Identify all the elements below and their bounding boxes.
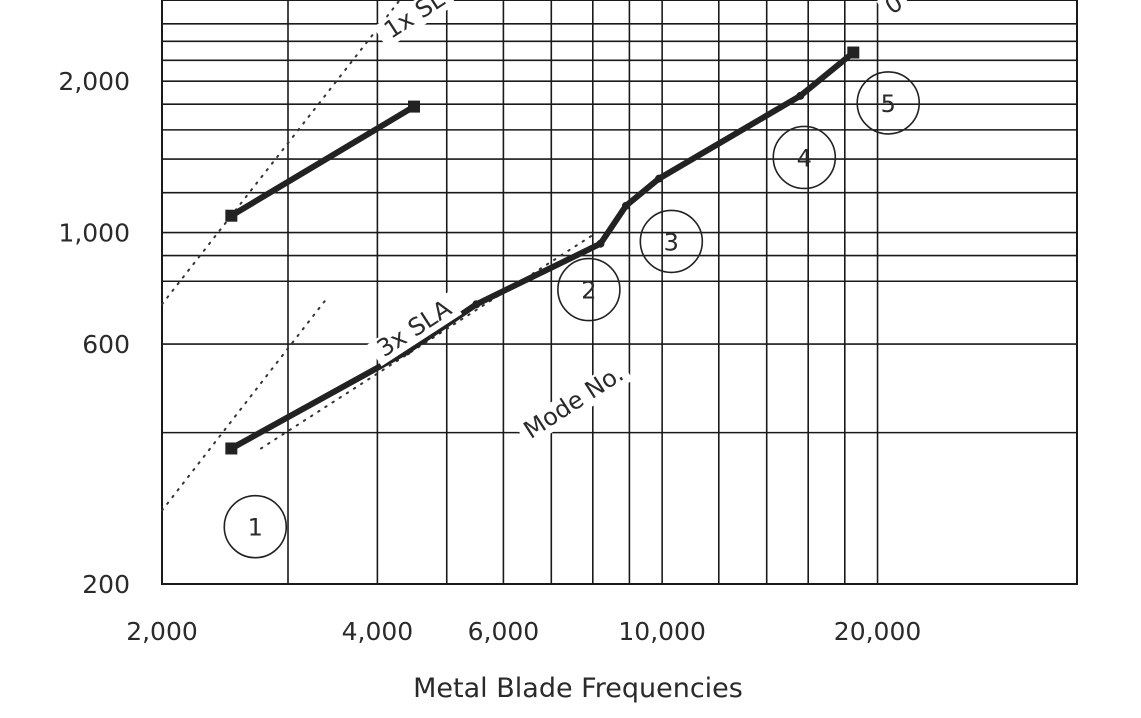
x-tick-label: 6,000 [468,617,540,646]
mode-label: 4 [797,144,812,172]
reference-line [161,297,328,512]
series-point [796,91,805,100]
x-tick-labels: 2,000 4,000 6,000 10,000 20,000 [126,617,921,646]
series-point [847,46,860,59]
mode-circle [772,125,837,190]
y-tick-label: 2,000 [58,67,130,96]
x-tick-label: 2,000 [126,617,198,646]
series-point [225,442,238,455]
series-group [225,46,860,455]
annotation-bg [367,292,463,367]
annotation: 0 [876,0,913,24]
y-tick-label: 200 [82,570,130,599]
series-point [408,100,421,113]
mode-label: 3 [664,228,679,256]
annotation-bg [515,358,634,448]
annotation-bg [876,0,913,24]
y-tick-label: 600 [82,330,130,359]
mode-label: 1 [248,514,263,542]
annotation: Mode No. [515,358,634,448]
y-tick-labels: 200 600 1,000 2,000 [58,67,130,599]
series-point [225,209,238,222]
series-point [655,174,664,183]
annotation-bg [373,0,457,49]
mode-markers: 1 2 3 4 5 [223,71,921,559]
reference-line [259,231,598,450]
series-point [472,300,481,309]
mode-label: 5 [881,90,896,118]
series-line [228,103,418,219]
mode-circle [557,257,621,322]
series-line [228,49,857,452]
mode-circle [639,209,704,274]
mode-label: 2 [581,277,596,305]
grid [161,0,1078,585]
series-point [596,239,605,248]
annotation-text: 1x SL [379,0,450,44]
annotation-text: Mode No. [519,359,629,444]
mode-circle [223,494,288,559]
reference-lines [161,0,598,512]
plot-border [161,0,1078,585]
x-tick-label: 10,000 [618,617,705,646]
reference-line [161,0,401,306]
x-tick-label: 20,000 [834,617,921,646]
mode-circle [856,71,921,135]
series-point [621,201,630,210]
y-tick-label: 1,000 [58,219,130,248]
x-tick-label: 4,000 [342,617,414,646]
x-axis-label: Metal Blade Frequencies [413,673,743,704]
